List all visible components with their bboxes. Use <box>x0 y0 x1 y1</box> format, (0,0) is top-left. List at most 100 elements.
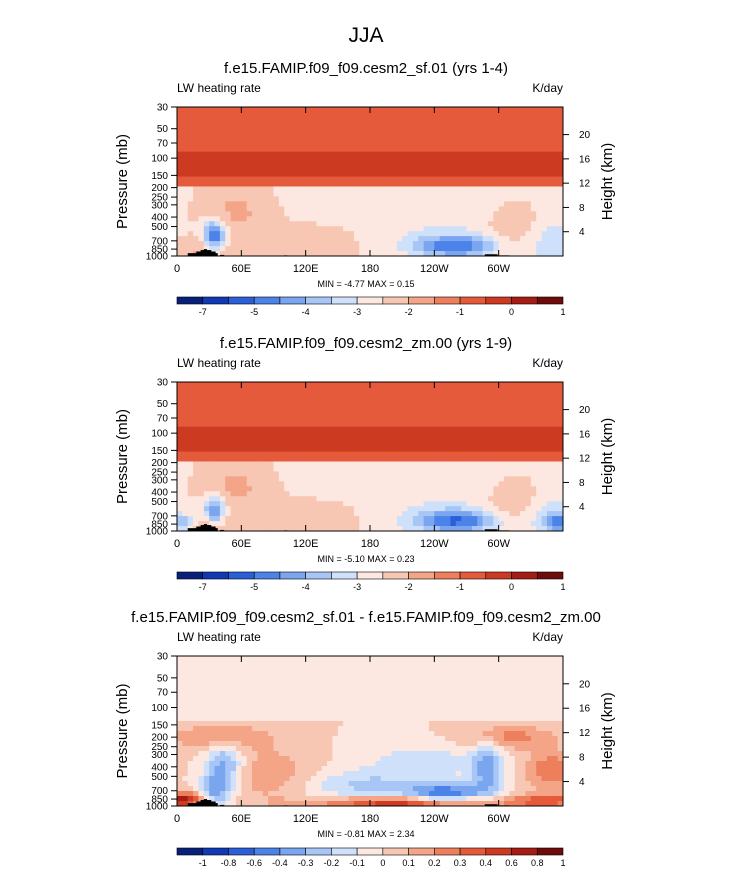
contour-field <box>177 107 563 256</box>
y2-tick-label: 16 <box>579 429 591 440</box>
colorbar-swatch <box>536 296 564 305</box>
y2-tick-label: 20 <box>579 130 591 141</box>
y2-tick-label: 8 <box>579 753 585 764</box>
y-tick-label: 850 <box>151 520 168 531</box>
colorbar-tick-label: 1 <box>560 582 565 592</box>
x-tick-label: 0 <box>174 263 180 275</box>
y2-axis-label: Height (km) <box>599 143 616 221</box>
colorbar-tick-label: 1 <box>560 858 565 868</box>
y2-tick-label: 12 <box>579 454 591 465</box>
colorbar-swatch <box>202 847 229 856</box>
x-tick-label: 180 <box>361 538 379 550</box>
colorbar-swatch <box>228 571 255 580</box>
colorbar-swatch <box>253 571 281 580</box>
x-tick-label: 180 <box>361 263 379 275</box>
y-tick-label: 850 <box>151 795 168 806</box>
colorbar-tick-label: -0.1 <box>349 858 365 868</box>
y2-tick-label: 4 <box>579 227 585 238</box>
y2-tick-label: 8 <box>579 203 585 214</box>
colorbar-tick-label: -2 <box>405 582 413 592</box>
x-tick-label: 0 <box>174 813 180 825</box>
y-tick-label: 1000 <box>146 252 169 263</box>
colorbar-tick-label: -0.6 <box>246 858 262 868</box>
colorbar-tick-label: 0.8 <box>531 858 544 868</box>
y-tick-label: 50 <box>157 673 169 684</box>
colorbar-swatch <box>202 296 229 305</box>
colorbar-tick-label: -5 <box>250 307 258 317</box>
y-tick-label: 250 <box>151 742 168 753</box>
colorbar-swatch <box>331 847 358 856</box>
variable-label: LW heating rate <box>177 356 261 370</box>
x-tick-label: 120E <box>293 813 319 825</box>
colorbar-swatch <box>228 847 255 856</box>
colorbar-tick-label: -3 <box>353 582 361 592</box>
y-tick-label: 400 <box>151 213 168 224</box>
panel-title: f.e15.FAMIP.f09_f09.cesm2_sf.01 (yrs 1-4… <box>224 60 508 77</box>
units-label: K/day <box>532 630 563 644</box>
y-tick-label: 30 <box>157 652 169 663</box>
colorbar-tick-label: 0 <box>509 307 514 317</box>
min-max-stats: MIN = -5.10 MAX = 0.23 <box>317 554 414 564</box>
colorbar-swatch <box>434 847 461 856</box>
panel-2: f.e15.FAMIP.f09_f09.cesm2_zm.00 (yrs 1-9… <box>114 335 616 592</box>
colorbar-tick-label: -1 <box>456 307 464 317</box>
x-tick-label: 120E <box>293 538 319 550</box>
x-tick-label: 60E <box>232 813 252 825</box>
colorbar-swatch <box>408 847 435 856</box>
colorbar: -7 -5 -4 -3 -2 -1 0 1 <box>176 296 566 317</box>
y-tick-label: 70 <box>157 414 169 425</box>
y2-tick-label: 20 <box>579 405 591 416</box>
x-tick-label: 120W <box>420 263 449 275</box>
colorbar-swatch <box>356 847 384 856</box>
y2-tick-label: 12 <box>579 179 591 190</box>
x-tick-label: 120W <box>420 538 449 550</box>
y-tick-label: 30 <box>157 103 169 114</box>
x-tick-label: 180 <box>361 813 379 825</box>
colorbar-swatch <box>382 571 409 580</box>
y-tick-label: 700 <box>151 786 168 797</box>
y-tick-label: 100 <box>151 429 168 440</box>
colorbar: -1 -0.8 -0.6 -0.4 -0.3 -0.2 -0.1 0 0.1 0.2 0.3 0.4 0… <box>176 847 566 868</box>
y-tick-label: 100 <box>151 703 168 714</box>
x-tick-label: 60W <box>487 263 510 275</box>
colorbar-tick-label: 1 <box>560 307 565 317</box>
colorbar-swatch <box>279 847 306 856</box>
colorbar-tick-label: -0.3 <box>298 858 314 868</box>
colorbar: -7 -5 -4 -3 -2 -1 0 1 <box>176 571 566 592</box>
y2-axis-label: Height (km) <box>599 418 616 496</box>
variable-label: LW heating rate <box>177 81 261 95</box>
colorbar-swatch <box>305 296 332 305</box>
panel-3: f.e15.FAMIP.f09_f09.cesm2_sf.01 - f.e15.… <box>114 609 616 868</box>
y-axis-label: Pressure (mb) <box>114 409 131 504</box>
colorbar-tick-label: 0.6 <box>505 858 518 868</box>
y-tick-label: 300 <box>151 750 168 761</box>
y-tick-label: 50 <box>157 399 169 410</box>
colorbar-tick-label: 0.4 <box>480 858 493 868</box>
y-tick-label: 30 <box>157 378 169 389</box>
topography <box>484 804 498 806</box>
colorbar-swatch <box>408 571 435 580</box>
colorbar-swatch <box>202 571 229 580</box>
y-tick-label: 300 <box>151 200 168 211</box>
y-tick-label: 850 <box>151 245 168 256</box>
panel-1: f.e15.FAMIP.f09_f09.cesm2_sf.01 (yrs 1-4… <box>114 60 616 317</box>
topography <box>484 254 498 256</box>
units-label: K/day <box>532 356 563 370</box>
colorbar-swatch <box>356 296 384 305</box>
y-tick-label: 200 <box>151 458 168 469</box>
y2-tick-label: 12 <box>579 728 591 739</box>
y-tick-label: 500 <box>151 222 168 233</box>
colorbar-swatch <box>511 296 538 305</box>
y-tick-label: 1000 <box>146 802 169 813</box>
x-tick-label: 60W <box>487 538 510 550</box>
colorbar-swatch <box>459 847 487 856</box>
y-tick-label: 500 <box>151 497 168 508</box>
x-tick-label: 120E <box>293 263 319 275</box>
variable-label: LW heating rate <box>177 630 261 644</box>
y2-tick-label: 4 <box>579 777 585 788</box>
y2-tick-label: 4 <box>579 502 585 513</box>
y2-tick-label: 20 <box>579 679 591 690</box>
x-tick-label: 120W <box>420 813 449 825</box>
colorbar-tick-label: 0.2 <box>428 858 441 868</box>
